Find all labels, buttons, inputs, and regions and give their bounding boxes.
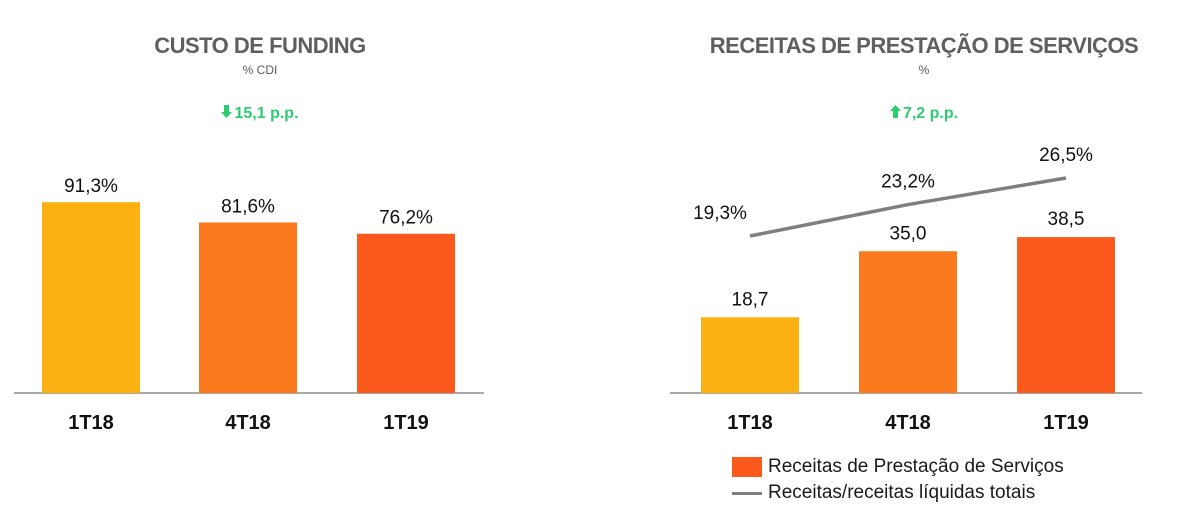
bar-1t18 <box>701 317 799 393</box>
chart-title: RECEITAS DE PRESTAÇÃO DE SERVIÇOS <box>709 33 1139 58</box>
bar-1t18 <box>42 202 140 393</box>
arrow-down-icon <box>221 105 233 123</box>
receitas-servicos-chart: RECEITAS DE PRESTAÇÃO DE SERVIÇOS % 7,2 … <box>670 0 1178 518</box>
chart-subtitle: % <box>918 63 930 77</box>
bar-data-label: 35,0 <box>890 223 927 244</box>
line-data-label: 19,3% <box>693 203 747 224</box>
arrow-up-icon <box>889 105 901 123</box>
legend-swatch-line <box>732 491 762 495</box>
bar-1t19 <box>1017 237 1115 393</box>
delta-badge: 7,2 p.p. <box>670 105 1178 123</box>
legend-label: Receitas de Prestação de Serviços <box>768 456 1064 477</box>
line-data-label: 23,2% <box>881 172 935 193</box>
delta-badge: 15,1 p.p. <box>0 105 520 123</box>
tick-label: 4T18 <box>225 412 271 434</box>
bar-chart-svg: 91,3% 1T18 81,6% 4T18 76,2% 1T19 <box>14 176 484 434</box>
data-label: 76,2% <box>379 208 433 229</box>
data-label: 91,3% <box>64 176 118 197</box>
combo-chart-svg: 18,7 1T18 35,0 4T18 38,5 1T19 19,3% 23,2% 26,5% <box>670 145 1142 434</box>
bar-data-label: 18,7 <box>732 289 769 310</box>
bar-1t19 <box>357 233 455 393</box>
legend-label: Receitas/receitas líquidas totais <box>768 482 1036 503</box>
custo-funding-chart: CUSTO DE FUNDING % CDI 15,1 p.p. 91,3% 1T… <box>0 0 520 518</box>
legend-swatch-bar <box>732 457 762 477</box>
delta-text: 15,1 p.p. <box>234 105 299 122</box>
line-data-label: 26,5% <box>1039 145 1093 166</box>
legend-item-bars: Receitas de Prestação de Serviços <box>732 456 1064 478</box>
data-label: 81,6% <box>221 196 275 217</box>
tick-label: 1T19 <box>383 412 429 434</box>
chart-subtitle: % CDI <box>242 63 278 77</box>
bar-4t18 <box>859 251 957 393</box>
line-series <box>749 176 1067 238</box>
legend-item-line: Receitas/receitas líquidas totais <box>732 482 1035 504</box>
tick-label: 1T19 <box>1043 412 1089 434</box>
delta-text: 7,2 p.p. <box>902 105 959 122</box>
tick-label: 4T18 <box>885 412 931 434</box>
tick-label: 1T18 <box>727 412 773 434</box>
chart-title: CUSTO DE FUNDING <box>154 33 366 58</box>
bar-4t18 <box>199 222 297 393</box>
tick-label: 1T18 <box>68 412 114 434</box>
bar-data-label: 38,5 <box>1048 209 1085 230</box>
